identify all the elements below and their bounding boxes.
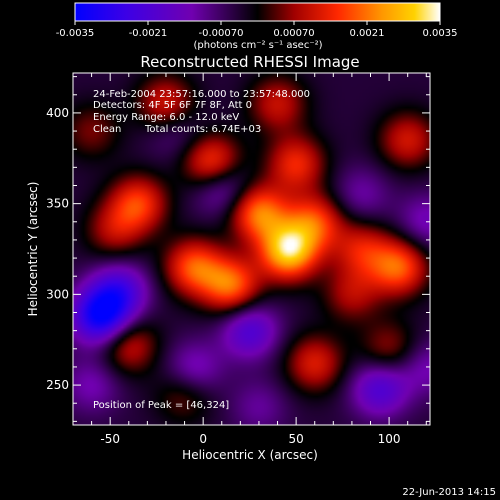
y-axis-label: Heliocentric Y (arcsec) <box>26 182 40 317</box>
y-tick-label: 350 <box>46 197 69 211</box>
annotation-time-range: 24-Feb-2004 23:57:16.000 to 23:57:48.000 <box>93 89 310 100</box>
annotation-detectors: Detectors: 4F 5F 6F 7F 8F, Att 0 <box>93 100 252 111</box>
x-tick-label: 50 <box>288 432 303 446</box>
y-tick-label: 250 <box>46 378 69 392</box>
x-tick-label: -50 <box>100 432 120 446</box>
plot-frame <box>72 72 431 426</box>
annotation-clean: Clean <box>93 124 121 135</box>
colorbar-tick-label: 0.00070 <box>273 28 314 39</box>
x-tick-label: 100 <box>378 432 401 446</box>
chart-title: Reconstructed RHESSI Image <box>140 53 359 71</box>
annotation-energy-range: Energy Range: 6.0 - 12.0 keV <box>93 112 239 123</box>
colorbar-tick-label: 0.0035 <box>423 28 458 39</box>
x-axis-label: Heliocentric X (arcsec) <box>182 448 318 462</box>
y-tick-label: 400 <box>46 106 69 120</box>
colorbar-tick-label: -0.00070 <box>199 28 244 39</box>
y-tick-label: 300 <box>46 287 69 301</box>
colorbar <box>74 2 441 22</box>
axis-ticks: -50 0 50 100 250 300 350 400 <box>46 73 430 446</box>
x-tick-label: 0 <box>199 432 207 446</box>
heatmap-image <box>73 73 430 425</box>
colorbar-unit-label: (photons cm⁻² s⁻¹ asec⁻²) <box>193 40 322 51</box>
colorbar-tick-label: -0.0021 <box>129 28 168 39</box>
colorbar-ticks: -0.0035 -0.0021 -0.00070 0.00070 0.0021 0.003… <box>56 21 458 39</box>
colorbar-tick-label: 0.0021 <box>350 28 385 39</box>
annotation-total-counts: Total counts: 6.74E+03 <box>144 124 261 135</box>
peak-position-label: Position of Peak = [46,324] <box>93 400 229 411</box>
footer-timestamp: 22-Jun-2013 14:15 <box>402 487 496 498</box>
colorbar-tick-label: -0.0035 <box>56 28 95 39</box>
